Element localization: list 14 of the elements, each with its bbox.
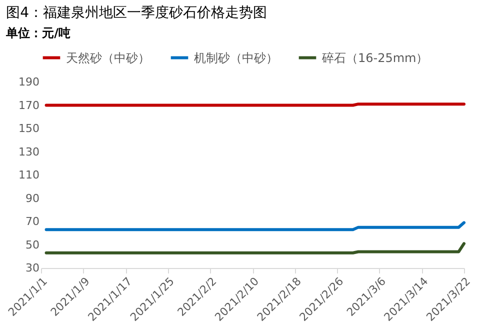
- y-tick-label: 190: [18, 76, 40, 88]
- y-tick-label: 130: [18, 145, 40, 158]
- y-tick-label: 70: [26, 215, 40, 228]
- y-tick-label: 170: [18, 98, 40, 112]
- y-tick-label: 30: [26, 262, 40, 274]
- y-tick-label: 110: [18, 168, 40, 182]
- legend-label: 机制砂（中砂）: [194, 50, 278, 65]
- y-tick-label: 90: [26, 192, 40, 205]
- y-tick-label: 150: [18, 122, 40, 135]
- legend-label: 碎石（16-25mm）: [321, 50, 428, 65]
- chart-title: 图4：福建泉州地区一季度砂石价格走势图: [6, 5, 267, 21]
- legend-label: 天然砂（中砂）: [66, 50, 150, 65]
- y-tick-label: 50: [26, 238, 40, 252]
- chart-subtitle: 单位：元/吨: [5, 26, 70, 40]
